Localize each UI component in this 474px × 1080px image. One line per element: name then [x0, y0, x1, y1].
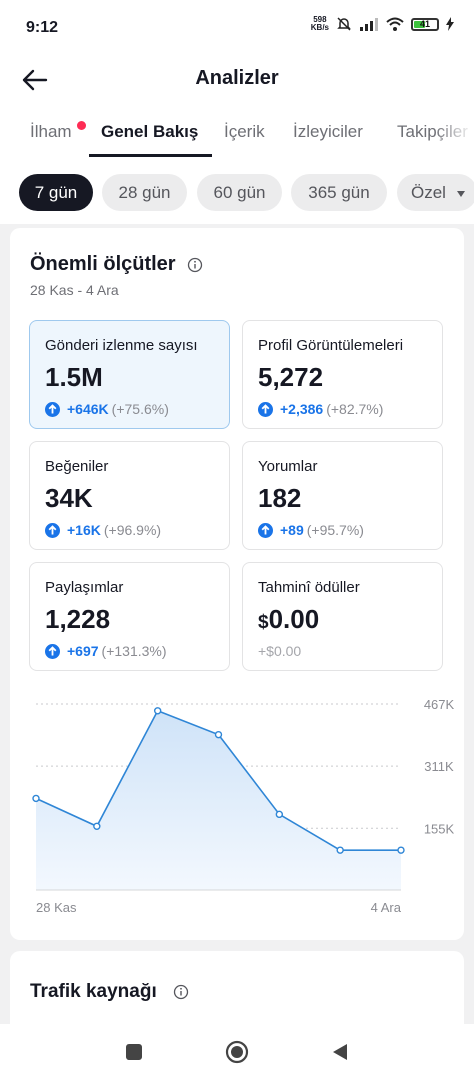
chip-7-days[interactable]: 7 gün [19, 174, 93, 211]
chip-60-days[interactable]: 60 gün [197, 174, 282, 211]
back-triangle-icon[interactable] [330, 1042, 350, 1062]
data-point [93, 822, 101, 830]
metric-percent: (+75.6%) [111, 401, 169, 417]
area-fill [36, 710, 401, 890]
tab-overview[interactable]: Genel Bakış [101, 122, 199, 141]
metric-likes[interactable]: Beğeniler 34K +16K (+96.9%) [29, 441, 230, 550]
tab-bar: İlham Genel Bakış İçerik İzleyiciler Tak… [0, 102, 474, 159]
metric-change: +16K (+96.9%) [45, 522, 161, 538]
x-tick-label: 28 Kas [36, 900, 77, 915]
caret-down-icon [456, 190, 465, 197]
info-icon[interactable] [187, 257, 203, 273]
tab-viewers[interactable]: İzleyiciler [293, 122, 363, 141]
metric-change: +$0.00 [258, 643, 301, 659]
notification-badge [77, 121, 86, 130]
tab-active-indicator [89, 154, 212, 157]
metric-estimated-rewards[interactable]: Tahminî ödüller $0.00 +$0.00 [242, 562, 443, 671]
data-point [32, 794, 40, 803]
arrow-up-icon [45, 643, 60, 659]
metric-value: 34K [45, 483, 93, 513]
arrow-left-icon[interactable] [18, 64, 50, 96]
metric-post-views[interactable]: Gönderi izlenme sayısı 1.5M +646K (+75.6… [29, 320, 230, 429]
header: Analizler [0, 56, 474, 102]
metric-value: 5,272 [258, 362, 324, 392]
metric-label: Profil Görüntülemeleri [258, 337, 404, 354]
views-chart: 467K 311K 155K 28 Kas 4 Ara [32, 697, 455, 915]
x-tick-label: 4 Ara [371, 900, 402, 915]
metric-label: Gönderi izlenme sayısı [45, 337, 198, 354]
date-range: 28 Kas - 4 Ara [30, 282, 119, 298]
metric-percent: (+131.3%) [101, 643, 167, 659]
key-metrics-card: Önemli ölçütler 28 Kas - 4 Ara Gönderi i… [10, 228, 464, 940]
info-icon[interactable] [173, 984, 189, 1000]
traffic-source-card: Trafik kaynağı [10, 951, 464, 1031]
status-time: 9:12 [26, 19, 59, 36]
arrow-up-icon [258, 401, 273, 417]
metric-profile-views[interactable]: Profil Görüntülemeleri 5,272 +2,386 (+82… [242, 320, 443, 429]
metric-value: 182 [258, 483, 302, 513]
status-icons: 598 KB/s 41 [311, 16, 454, 32]
metric-value: 1.5M [45, 362, 103, 392]
metric-delta: +89 [280, 522, 304, 538]
status-bar: 9:12 598 KB/s 41 [0, 0, 474, 56]
section-title: Önemli ölçütler [30, 253, 176, 275]
metric-change: +2,386 (+82.7%) [258, 401, 383, 417]
arrow-up-icon [45, 522, 60, 538]
currency-symbol: $ [258, 612, 269, 633]
tab-content[interactable]: İçerik [224, 122, 265, 141]
metric-value: 1,228 [45, 604, 111, 634]
metric-label: Beğeniler [45, 458, 109, 475]
chip-365-days[interactable]: 365 gün [291, 174, 387, 211]
chip-28-days[interactable]: 28 gün [102, 174, 187, 211]
data-point [336, 846, 344, 854]
metric-percent: (+96.9%) [103, 522, 162, 538]
arrow-up-icon [45, 401, 60, 417]
metric-label: Yorumlar [258, 458, 318, 475]
date-range-chips: 7 gün 28 gün 60 gün 365 gün Özel [0, 158, 474, 224]
charging-icon [446, 17, 454, 31]
metric-amount: 0.00 [268, 604, 320, 634]
data-point [214, 730, 223, 739]
tab-fade [434, 102, 474, 158]
metric-percent: (+95.7%) [306, 522, 364, 538]
page-title: Analizler [195, 67, 279, 89]
metric-percent: (+82.7%) [326, 401, 384, 417]
arrow-up-icon [258, 522, 273, 538]
metric-delta: +2,386 [280, 401, 324, 417]
metric-change: +89 (+95.7%) [258, 522, 364, 538]
chip-custom-label: Özel [411, 183, 446, 202]
data-point [275, 810, 284, 819]
y-tick-label: 311K [424, 759, 454, 774]
signal-icon [360, 18, 378, 31]
metric-delta: +16K [67, 522, 101, 538]
section-title: Trafik kaynağı [30, 981, 157, 1002]
metric-shares[interactable]: Paylaşımlar 1,228 +697 (+131.3%) [29, 562, 230, 671]
y-tick-label: 155K [424, 821, 455, 836]
home-circle-icon[interactable] [225, 1040, 249, 1064]
metric-delta: +$0.00 [258, 643, 302, 659]
system-nav-bar [0, 1024, 474, 1080]
metric-comments[interactable]: Yorumlar 182 +89 (+95.7%) [242, 441, 443, 550]
metric-delta: +697 [67, 643, 99, 659]
data-point [153, 707, 162, 715]
square-icon[interactable] [124, 1042, 144, 1062]
metric-value: $0.00 [258, 604, 319, 635]
metric-change: +697 (+131.3%) [45, 643, 167, 659]
metric-label: Tahminî ödüller [258, 579, 360, 596]
battery-icon: 41 [411, 17, 439, 31]
wifi-icon [386, 17, 404, 31]
bell-off-icon [337, 17, 351, 31]
tab-inspiration[interactable]: İlham [30, 122, 72, 141]
network-speed: 598 KB/s [310, 15, 329, 32]
metric-label: Paylaşımlar [45, 579, 124, 596]
chip-custom[interactable]: Özel [397, 174, 474, 211]
y-tick-label: 467K [424, 697, 455, 712]
metric-delta: +646K [67, 401, 109, 417]
metric-change: +646K (+75.6%) [45, 401, 169, 417]
data-point [397, 846, 405, 854]
